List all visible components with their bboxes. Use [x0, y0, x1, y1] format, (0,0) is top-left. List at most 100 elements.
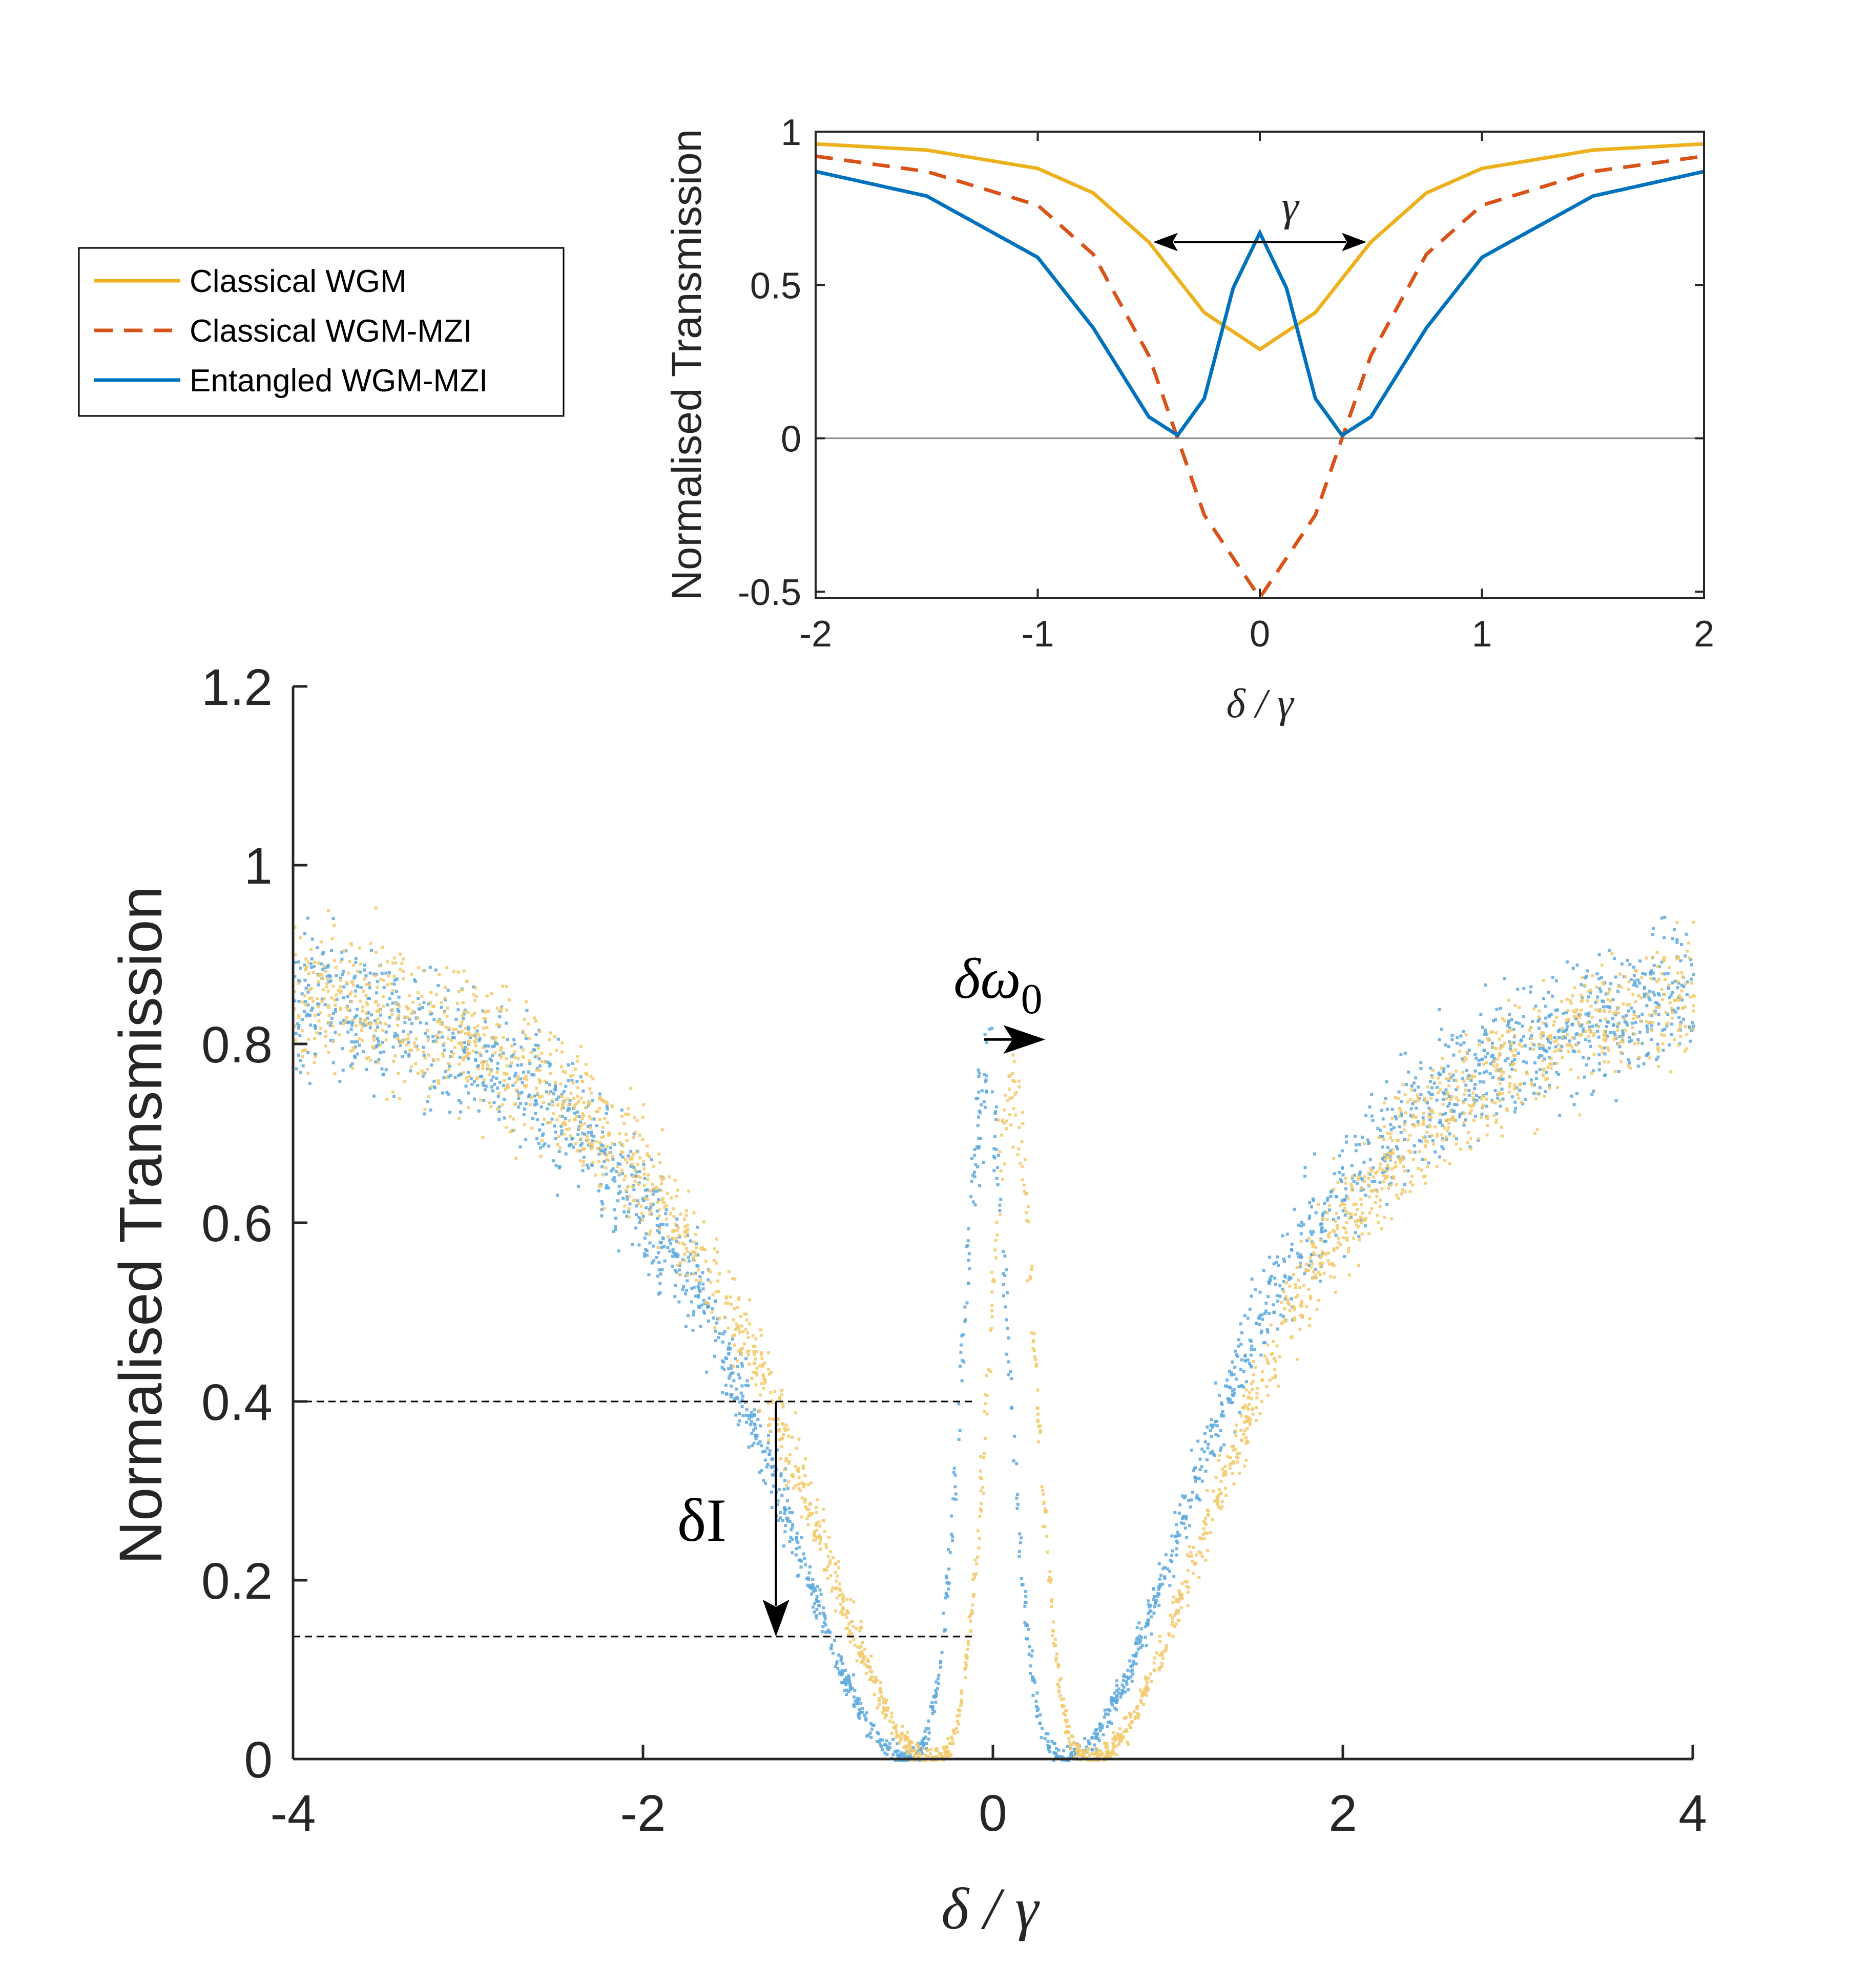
main-scatter-point [525, 1000, 528, 1003]
main-scatter-point [303, 994, 306, 998]
main-scatter-point [1110, 1752, 1114, 1755]
main-scatter-point [1010, 1377, 1013, 1380]
main-scatter-point [611, 1157, 615, 1161]
main-scatter-point [1355, 1202, 1358, 1206]
main-scatter-point [876, 1679, 879, 1682]
main-scatter-point [1360, 1187, 1363, 1190]
main-scatter-point [937, 1673, 941, 1677]
main-scatter-point [1097, 1753, 1100, 1756]
main-scatter-point [1672, 1009, 1675, 1012]
main-scatter-point [1597, 977, 1601, 980]
main-scatter-point [1613, 1070, 1617, 1073]
main-scatter-point [1121, 1689, 1124, 1693]
main-scatter-point [1507, 1022, 1510, 1026]
main-scatter-point [838, 1594, 841, 1597]
main-scatter-point [724, 1301, 728, 1305]
main-scatter-point [600, 1136, 604, 1139]
main-scatter-point [907, 1749, 911, 1752]
main-scatter-point [606, 1107, 609, 1111]
main-scatter-point [442, 1076, 446, 1080]
main-scatter-point [438, 1036, 442, 1039]
main-scatter-point [1403, 1138, 1406, 1141]
main-scatter-point [869, 1722, 873, 1725]
main-scatter-point [783, 1429, 787, 1432]
main-scatter-point [546, 1121, 549, 1125]
main-scatter-point [1117, 1687, 1120, 1691]
main-scatter-point [1692, 973, 1695, 976]
main-scatter-point [391, 961, 394, 965]
main-scatter-point [1575, 1043, 1579, 1047]
main-scatter-point [632, 1188, 636, 1191]
main-scatter-point [330, 949, 333, 952]
main-scatter-point [1361, 1187, 1365, 1191]
main-scatter-point [1361, 1136, 1364, 1139]
main-scatter-point [1122, 1685, 1126, 1689]
main-scatter-point [649, 1202, 653, 1206]
main-scatter-point [1203, 1521, 1207, 1524]
main-scatter-point [1344, 1181, 1347, 1185]
main-scatter-point [1671, 937, 1674, 940]
main-scatter-point [419, 1021, 422, 1024]
main-scatter-point [445, 1014, 449, 1018]
main-scatter-point [803, 1557, 806, 1560]
main-scatter-point [334, 966, 338, 969]
main-scatter-point [715, 1321, 719, 1325]
main-scatter-point [1171, 1549, 1174, 1553]
main-scatter-point [1480, 1097, 1483, 1101]
main-scatter-point [1605, 1005, 1609, 1009]
main-scatter-point [956, 1730, 960, 1734]
main-scatter-point [547, 1144, 551, 1148]
main-scatter-point [1041, 1727, 1044, 1730]
main-scatter-point [1525, 1072, 1529, 1076]
main-scatter-point [582, 1101, 586, 1104]
legend-label-classical-wgm-mzi: Classical WGM-MZI [190, 313, 472, 349]
main-scatter-point [1147, 1603, 1151, 1606]
main-scatter-point [724, 1356, 728, 1360]
main-scatter-point [1098, 1723, 1102, 1726]
main-scatter-point [1514, 1048, 1518, 1052]
main-scatter-point [694, 1246, 698, 1249]
main-scatter-point [1077, 1748, 1081, 1751]
main-scatter-point [594, 1139, 598, 1143]
main-scatter-point [1058, 1694, 1062, 1698]
main-scatter-point [779, 1472, 783, 1476]
main-scatter-point [547, 1102, 551, 1106]
main-scatter-point [665, 1223, 669, 1227]
main-scatter-point [600, 1200, 604, 1203]
main-scatter-point [1500, 1125, 1503, 1129]
main-scatter-point [1447, 1045, 1450, 1049]
main-scatter-point [675, 1217, 679, 1221]
main-scatter-point [1528, 1029, 1531, 1032]
main-scatter-point [1348, 1273, 1352, 1276]
main-scatter-point [355, 1014, 359, 1017]
main-scatter-point [466, 1011, 470, 1014]
main-scatter-point [679, 1272, 682, 1276]
main-scatter-point [865, 1711, 868, 1714]
main-scatter-point [379, 1051, 382, 1055]
main-scatter-point [363, 977, 366, 980]
main-scatter-point [948, 1551, 952, 1554]
main-scatter-point [310, 937, 314, 941]
main-scatter-point [1498, 1054, 1501, 1057]
main-scatter-point [1127, 1723, 1131, 1727]
main-scatter-point [1598, 1044, 1602, 1048]
main-scatter-point [1214, 1420, 1217, 1423]
main-scatter-point [1045, 1510, 1048, 1514]
main-scatter-point [1666, 1021, 1670, 1025]
main-scatter-point [812, 1589, 815, 1593]
main-scatter-point [697, 1295, 700, 1299]
main-scatter-point [544, 1060, 547, 1064]
main-scatter-point [1015, 1506, 1019, 1510]
main-scatter-point [982, 1161, 985, 1164]
main-scatter-point [1114, 1708, 1118, 1711]
main-scatter-point [1479, 1013, 1483, 1016]
main-scatter-point [1597, 1035, 1601, 1039]
main-scatter-point [1623, 1017, 1626, 1020]
main-scatter-point [1677, 998, 1681, 1002]
main-scatter-point [1171, 1600, 1175, 1604]
main-scatter-point [999, 1198, 1003, 1201]
main-scatter-point [1340, 1149, 1344, 1153]
main-scatter-point [1621, 1040, 1624, 1044]
main-scatter-point [650, 1261, 654, 1265]
main-scatter-point [1496, 1096, 1500, 1100]
